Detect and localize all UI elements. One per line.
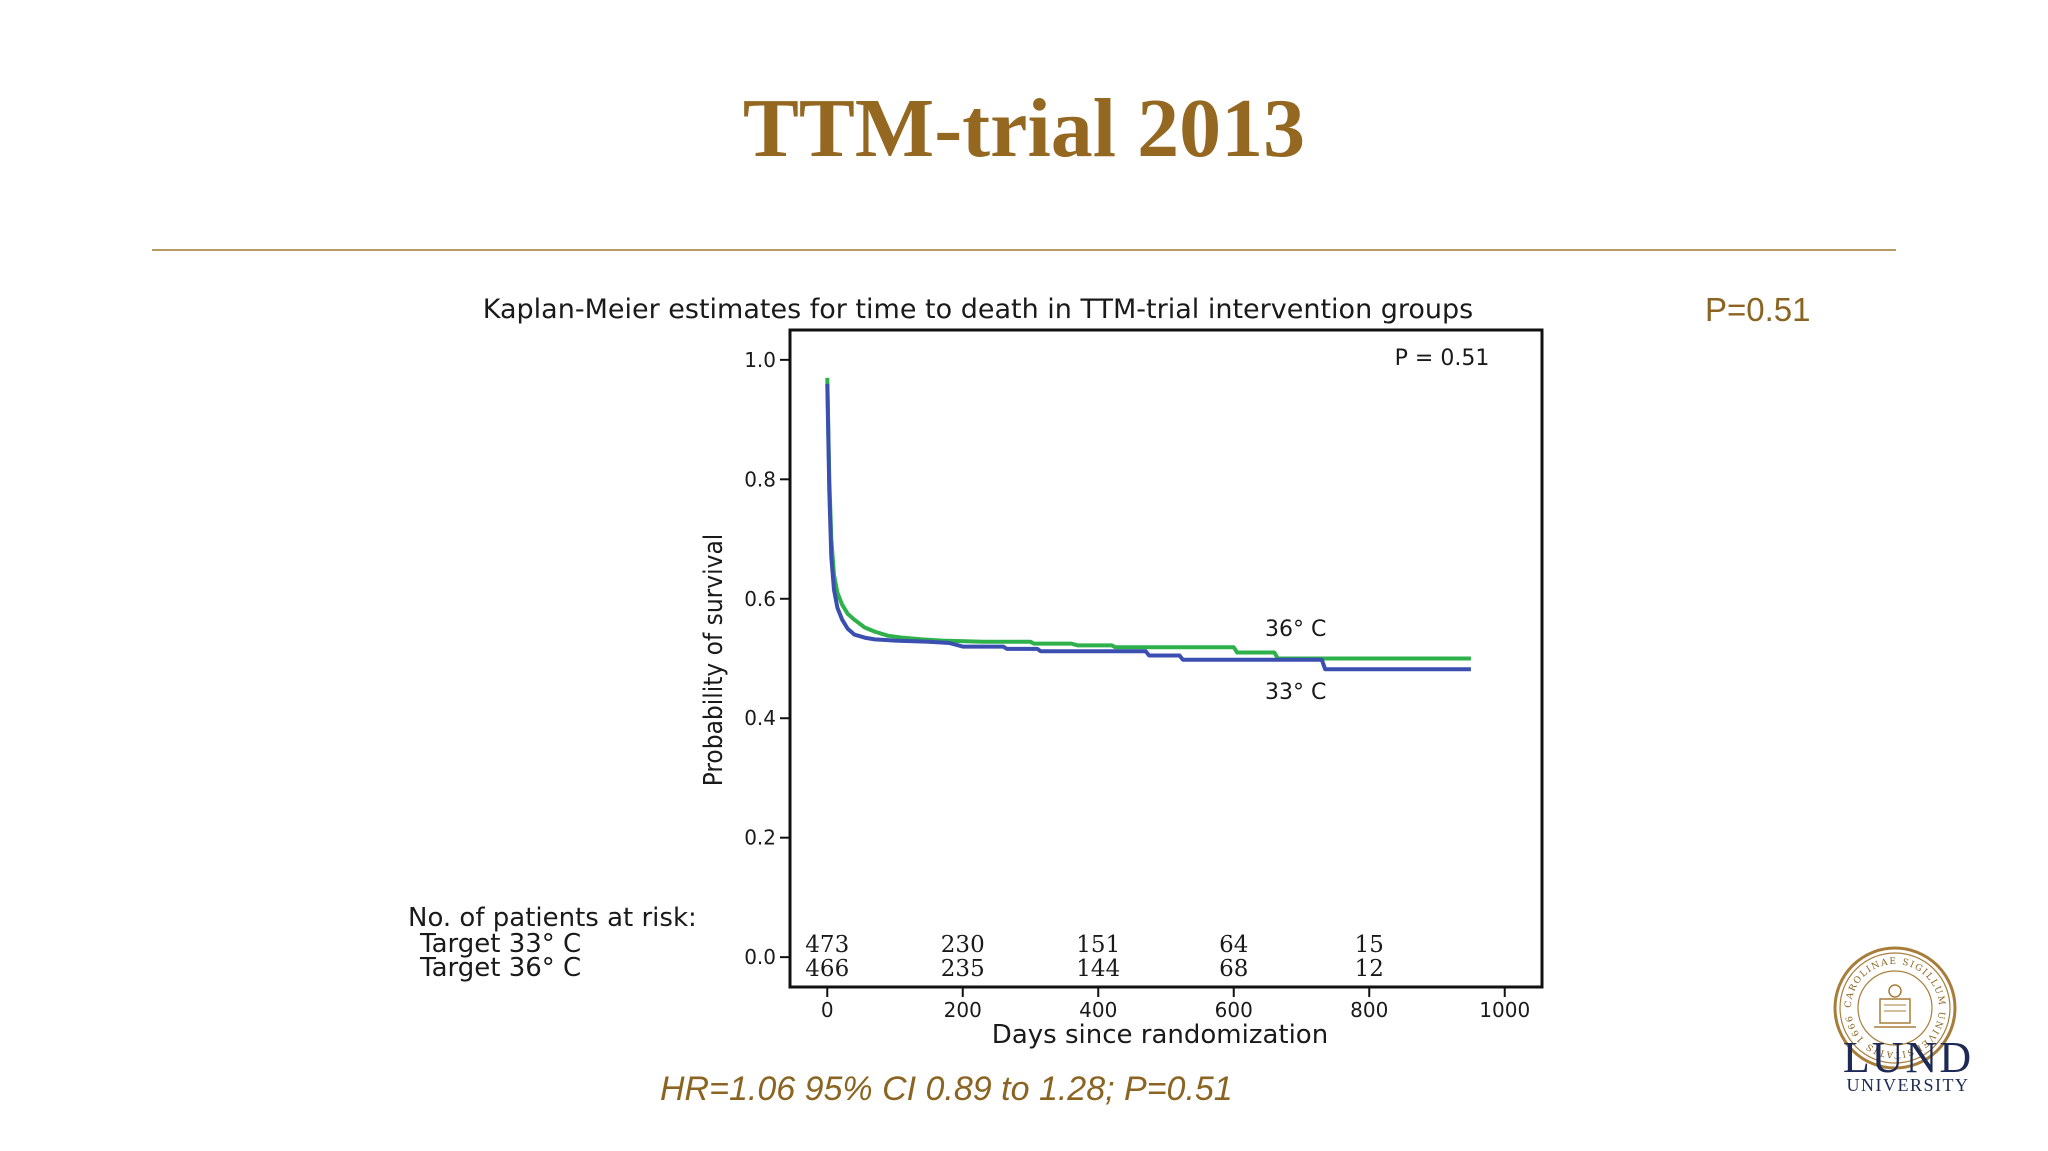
at-risk-value: 466	[805, 956, 849, 982]
lund-wordmark: LUND	[1842, 1033, 1974, 1082]
x-tick-label: 800	[1350, 998, 1388, 1022]
at-risk-value: 68	[1219, 956, 1248, 982]
plot-frame	[788, 328, 1544, 989]
at-risk-value: 144	[1076, 956, 1120, 982]
at-risk-value: 12	[1355, 956, 1384, 982]
series-label-33: 33° C	[1265, 680, 1326, 705]
x-tick-label: 400	[1079, 998, 1117, 1022]
y-tick-label: 0.6	[744, 587, 776, 611]
lund-university-seal-icon: CAROLINAE SIGILLUM UNIVERSITATIS 1666	[1833, 946, 1957, 1070]
at-risk-value: 473	[805, 932, 849, 958]
x-axis-label: Days since randomization	[992, 1020, 1328, 1050]
at-risk-value: 230	[941, 932, 985, 958]
x-axis: 0 200 400 600 800 1000	[821, 987, 1530, 1022]
y-axis-label: Probability of survival	[699, 534, 729, 787]
chart-title: Kaplan-Meier estimates for time to death…	[483, 294, 1474, 325]
at-risk-value: 151	[1076, 932, 1120, 958]
series-label-36: 36° C	[1265, 617, 1326, 642]
at-risk-value: 64	[1219, 932, 1248, 958]
y-tick-label: 0.0	[744, 945, 776, 969]
at-risk-heading: No. of patients at risk:	[408, 903, 697, 933]
x-tick-label: 1000	[1479, 998, 1530, 1022]
survival-curves	[825, 377, 1471, 672]
at-risk-label-36: Target 36° C	[419, 953, 581, 983]
y-tick-label: 0.2	[744, 826, 776, 850]
series-line-33	[825, 383, 1471, 672]
slide-title: TTM-trial 2013	[742, 82, 1306, 175]
x-tick-label: 200	[944, 998, 982, 1022]
y-tick-label: 0.8	[744, 467, 776, 491]
at-risk-value: 15	[1355, 932, 1384, 958]
p-value-label: P=0.51	[1705, 291, 1811, 328]
at-risk-value: 235	[941, 956, 985, 982]
y-tick-label: 0.4	[744, 706, 776, 730]
y-tick-label: 1.0	[744, 348, 776, 372]
hazard-ratio-text: HR=1.06 95% CI 0.89 to 1.28; P=0.51	[660, 1070, 1233, 1108]
title-divider	[152, 249, 1896, 251]
series-line-36	[825, 377, 1471, 661]
y-axis: 0.0 0.2 0.4 0.6 0.8 1.0	[744, 348, 790, 969]
x-tick-label: 600	[1215, 998, 1253, 1022]
at-risk-label-33: Target 33° C	[419, 929, 581, 959]
plot-p-value: P = 0.51	[1395, 346, 1490, 371]
university-wordmark: UNIVERSITY	[1846, 1075, 1970, 1095]
at-risk-table: 473 230 151 64 15 466 235 144 68 12	[805, 932, 1384, 982]
x-tick-label: 0	[821, 998, 834, 1022]
